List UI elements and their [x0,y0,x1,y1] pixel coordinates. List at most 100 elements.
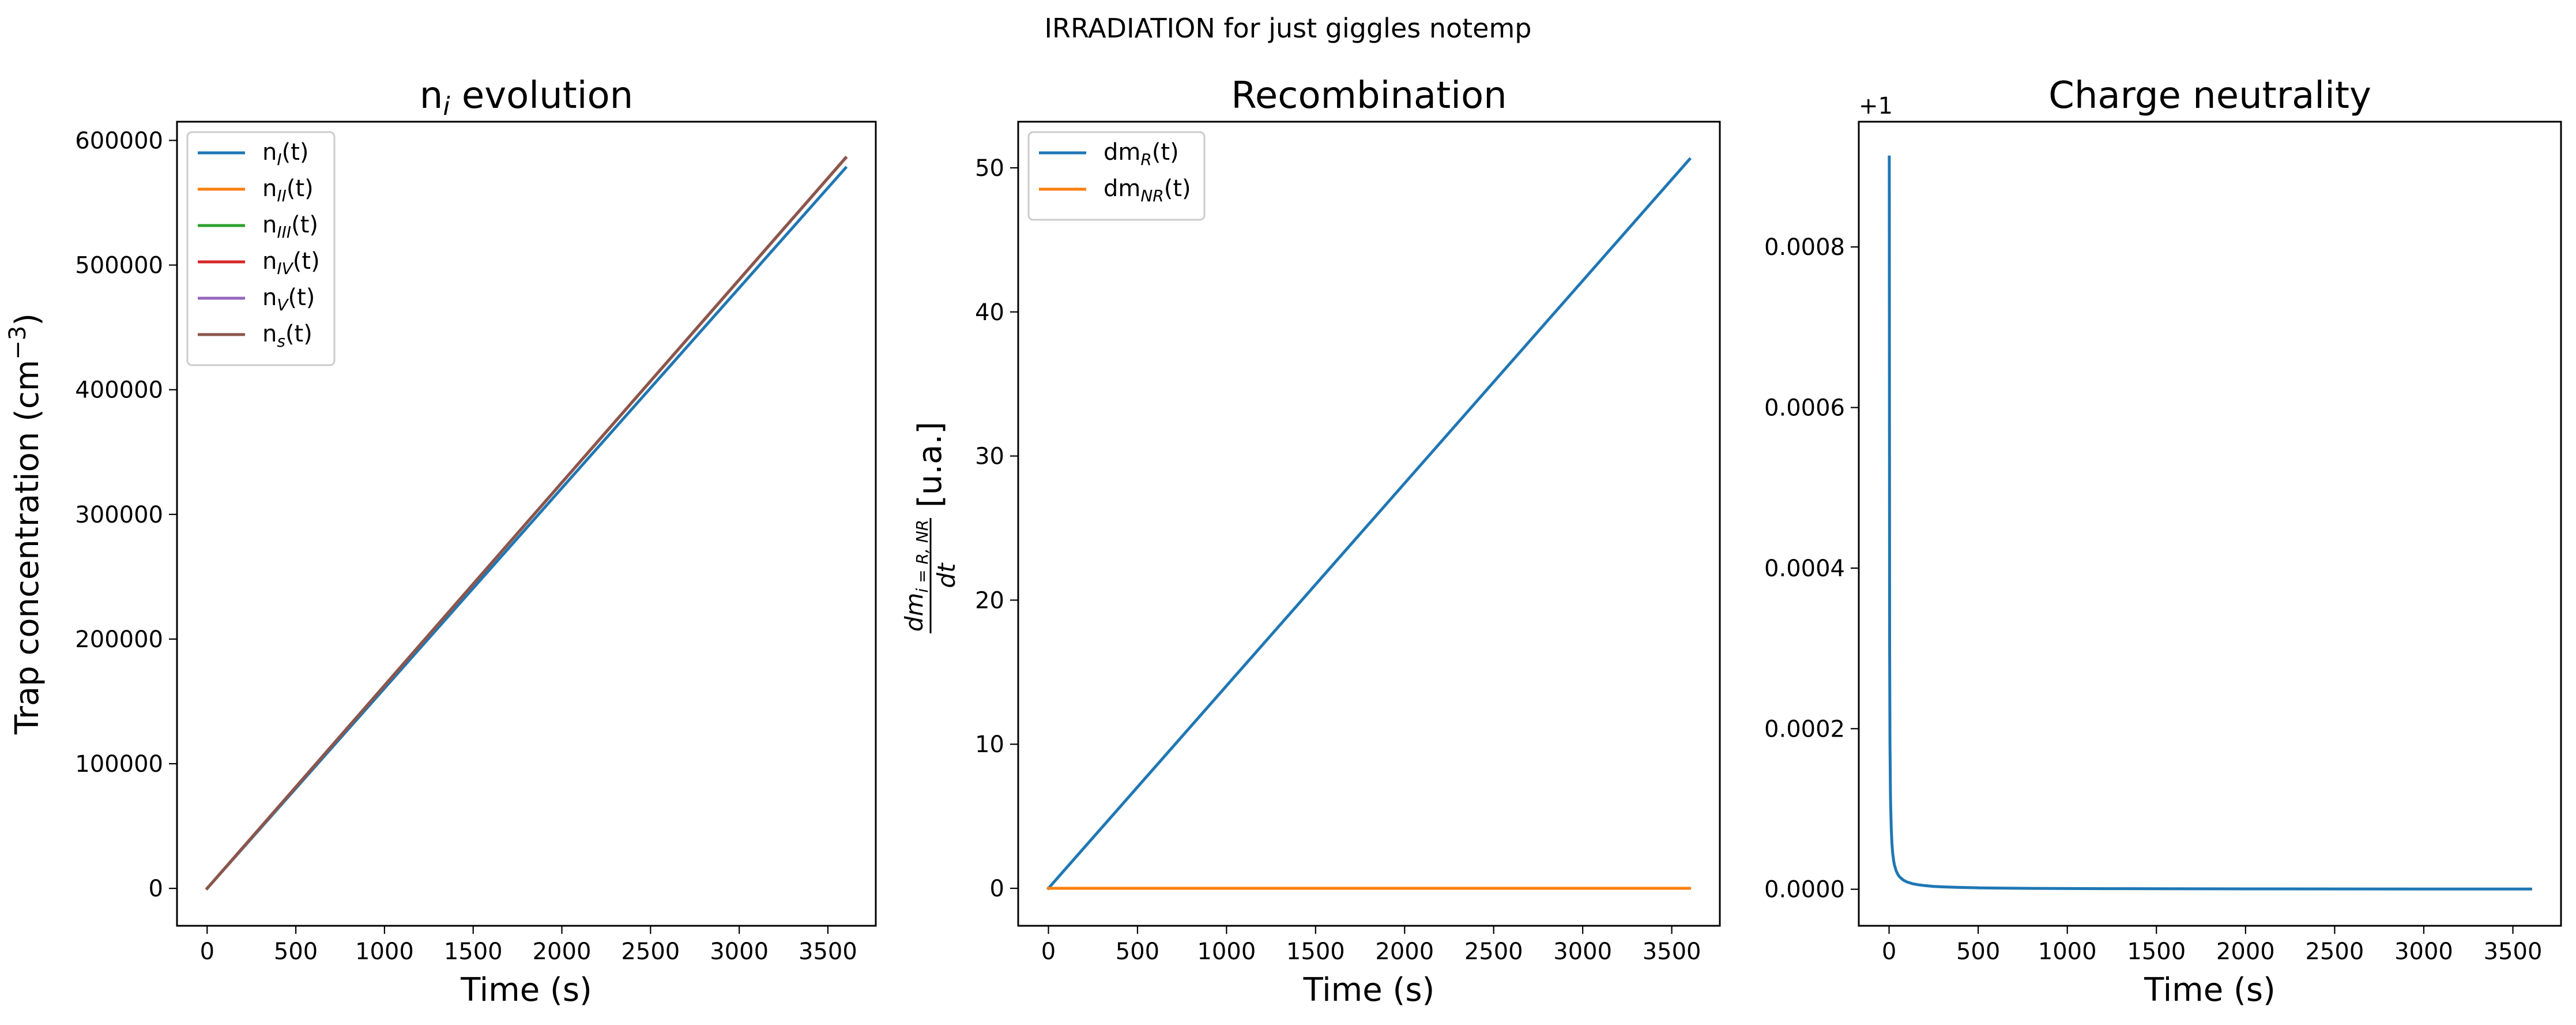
y-tick-label: 600000 [75,127,163,154]
y-tick-label: 0 [149,876,163,902]
x-axis-label: Time (s) [2144,971,2276,1009]
x-tick-label: 1000 [355,938,414,965]
legend-label: nI(t) [262,139,309,169]
legend-label-base: n [262,139,277,166]
legend-label: nIV(t) [262,248,320,278]
x-tick-label: 1500 [444,938,503,965]
series-line-6 [205,156,848,891]
y-label-rest: ) [9,313,46,326]
x-tick-label: 3000 [1553,938,1612,965]
x-axis-label: Time (s) [1303,971,1435,1009]
legend-label: dmNR(t) [1104,175,1191,205]
legend-label-rest: (t) [287,175,314,202]
x-tick-label: 3500 [1643,938,1701,965]
y-label-base: Trap concentration (cm [9,360,46,735]
title-rest: evolution [450,74,634,117]
legend-label-subscript: s [277,332,285,351]
legend-label: ns(t) [262,321,312,351]
x-tick-label: 3000 [710,938,769,965]
y-tick-label: 50 [975,155,1004,182]
legend-label-rest: (t) [288,284,315,311]
x-tick-label: 3500 [2484,938,2543,965]
legend-label: nII(t) [262,175,314,205]
y-label-num-base: dm [900,593,928,632]
legend-label-subscript: I [277,150,281,169]
y-tick-label: 40 [975,299,1004,326]
y-tick-label: 0.0008 [1764,234,1845,261]
x-tick-label: 1500 [2127,938,2186,965]
legend-label-rest: (t) [291,212,318,238]
legend-label-subscript: IV [277,259,293,278]
legend-label-subscript: III [277,223,291,242]
x-tick-label: 0 [1882,938,1896,965]
legend-label: dmR(t) [1104,139,1179,169]
legend-label-subscript: R [1140,150,1151,169]
x-tick-label: 1500 [1286,938,1345,965]
legend-label-base: n [262,212,277,238]
x-tick-label: 2000 [2216,938,2275,965]
y-tick-label: 30 [975,444,1004,470]
y-tick-label: 10 [975,731,1004,758]
y-offset-text: +1 [1859,93,1893,119]
x-tick-label: 500 [1116,938,1159,965]
x-tick-label: 0 [200,938,214,965]
y-tick-label: 200000 [75,626,163,653]
title-base: n [420,74,443,117]
x-tick-label: 2500 [621,938,680,965]
legend-label-rest: (t) [285,321,312,347]
x-tick-label: 3500 [799,938,857,965]
legend-label-rest: (t) [1164,175,1191,202]
x-axis-label: Time (s) [460,971,592,1009]
legend-label-rest: (t) [293,248,320,275]
legend-label-base: n [262,248,277,275]
x-tick-label: 3000 [2394,938,2453,965]
series-line-1 [1888,155,2532,891]
x-tick-label: 2000 [533,938,592,965]
panel-title: ni evolution [420,74,633,121]
x-tick-label: 1000 [2038,938,2097,965]
x-tick-label: 1000 [1197,938,1256,965]
y-tick-label: 0.0000 [1764,877,1845,903]
y-tick-label: 100000 [75,751,163,778]
series-line-1 [1046,157,1692,891]
x-tick-label: 2000 [1375,938,1434,965]
axes-frame [176,121,877,927]
title-subscript: i [443,92,450,121]
y-tick-label: 0 [990,876,1004,902]
legend-label-subscript: V [277,295,289,314]
series-group [1046,157,1692,891]
y-label-denominator: dt [932,562,961,588]
y-label-num-subscript: i = R, NR [913,520,932,593]
x-tick-label: 2500 [2305,938,2364,965]
x-tick-label: 0 [1041,938,1056,965]
y-tick-label: 0.0004 [1764,555,1845,582]
legend-label-base: dm [1104,139,1140,166]
legend-label: nIII(t) [262,212,318,242]
panel-trap-concentration: 0 500 1000 1500 2000 2500 3000 3500 0 100000 20000… [5,74,877,1009]
y-tick-label: 0.0002 [1764,716,1845,742]
legend-label-base: dm [1104,175,1140,202]
axes-frame [1017,121,1721,927]
legend-label-base: n [262,175,277,202]
y-label-superscript: −3 [5,326,31,360]
y-axis-label: Trap concentration (cm−3) [5,313,46,735]
panel-charge-neutrality: 0 500 1000 1500 2000 2500 3000 3500 0.0000 0.0002… [1764,74,2562,1009]
y-tick-label: 0.0006 [1764,395,1845,422]
panel-title: Recombination [1231,74,1507,117]
legend-label-subscript: NR [1140,186,1163,205]
y-tick-label: 400000 [75,377,163,404]
x-tick-label: 2500 [1464,938,1523,965]
legend-label: nV(t) [262,284,315,314]
panel-recombination: 0 500 1000 1500 2000 2500 3000 3500 0 10 20 30 40 50 R… [900,74,1721,1009]
series-group [205,156,848,891]
legend-label-rest: (t) [282,139,309,166]
legend-label-base: n [262,321,277,347]
figure-suptitle: IRRADIATION for just giggles notemp [1044,13,1531,44]
x-tick-label: 500 [1956,938,2000,965]
y-tick-label: 300000 [75,502,163,528]
series-group [1888,155,2532,891]
y-tick-label: 500000 [75,253,163,279]
legend-label-subscript: II [277,186,287,205]
